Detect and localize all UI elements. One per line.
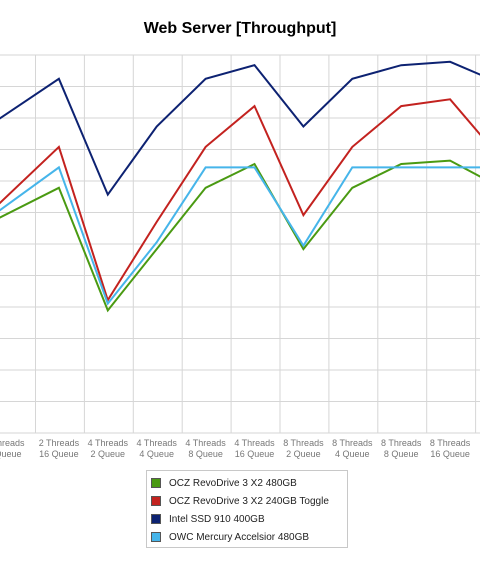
x-tick-label: 8 Queue [384, 449, 419, 459]
legend-swatch [151, 514, 161, 524]
series-line-2 [0, 98, 480, 303]
x-tick-label: 16 Queue [235, 449, 275, 459]
x-tick-label: 16 Queue [39, 449, 79, 459]
x-tick-label: 4 Queue [139, 449, 174, 459]
legend-item: Intel SSD 910 400GB [151, 510, 347, 528]
x-tick-label: 8 Threads [430, 438, 471, 448]
series-line-4 [0, 165, 480, 306]
chart-title: Web Server [Throughput] [143, 20, 337, 37]
x-tick-label: 8 Threads [283, 438, 324, 448]
x-tick-label: Queue [0, 449, 22, 459]
legend-label: OWC Mercury Accelsior 480GB [169, 531, 310, 543]
x-tick-label: Threads [0, 438, 25, 448]
legend: OCZ RevoDrive 3 X2 480GB OCZ RevoDrive 3 … [146, 470, 348, 548]
legend-item: OCZ RevoDrive 3 X2 240GB Toggle [151, 492, 347, 510]
x-tick-label: 8 Threads [381, 438, 422, 448]
x-tick-label: 16 Queue [430, 449, 470, 459]
legend-item: OWC Mercury Accelsior 480GB [151, 528, 347, 546]
legend-label: OCZ RevoDrive 3 X2 480GB [169, 477, 297, 489]
x-tick-label: 4 Threads [185, 438, 226, 448]
x-tick-label: 4 Threads [88, 438, 129, 448]
x-tick-label: 2 Threads [39, 438, 80, 448]
legend-label: Intel SSD 910 400GB [169, 513, 265, 525]
x-tick-label: 4 Threads [137, 438, 178, 448]
x-tick-label: 4 Queue [335, 449, 370, 459]
x-tick-label: 8 Queue [188, 449, 223, 459]
legend-swatch [151, 478, 161, 488]
series-line-3 [0, 60, 480, 197]
x-tick-label: 4 Threads [234, 438, 275, 448]
legend-item: OCZ RevoDrive 3 X2 480GB [151, 474, 347, 492]
legend-swatch [151, 532, 161, 542]
legend-swatch [151, 496, 161, 506]
x-tick-label: 2 Queue [91, 449, 126, 459]
x-tick-label: 8 Threads [332, 438, 373, 448]
x-tick-label: 2 Queue [286, 449, 321, 459]
grid-lines [0, 54, 480, 434]
series-lines [0, 60, 480, 313]
series-line-1 [0, 159, 480, 313]
legend-label: OCZ RevoDrive 3 X2 240GB Toggle [169, 495, 329, 507]
